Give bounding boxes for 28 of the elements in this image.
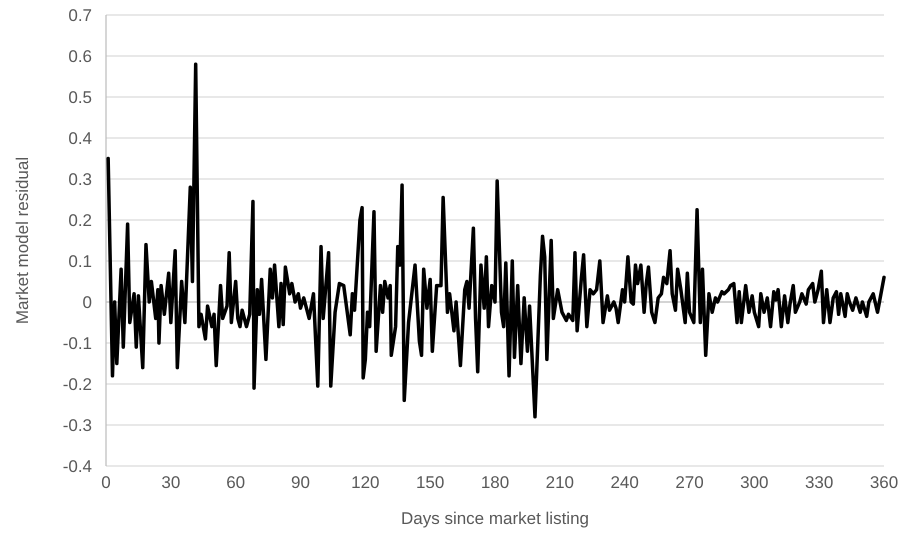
y-tick-label: 0.5: [68, 88, 92, 107]
y-tick-label: -0.3: [62, 416, 92, 435]
y-tick-label: -0.4: [62, 456, 92, 476]
x-tick-label: 90: [291, 473, 310, 492]
x-tick-label: 30: [161, 473, 180, 492]
x-tick-label: 360: [870, 473, 898, 492]
y-tick-label: 0: [82, 292, 92, 312]
x-tick-label: 180: [480, 473, 510, 492]
x-tick-label: 300: [740, 473, 769, 492]
x-tick-label: 240: [610, 473, 639, 492]
y-tick-label: 0.7: [68, 6, 92, 25]
x-tick-label: 120: [351, 473, 380, 492]
y-tick-label: 0.3: [68, 170, 92, 189]
y-tick-label: 0.6: [68, 46, 92, 66]
y-tick-label: -0.1: [62, 334, 92, 353]
x-tick-label: 60: [226, 473, 246, 492]
x-tick-label: 210: [546, 473, 574, 492]
y-tick-label: 0.4: [68, 128, 92, 148]
y-axis-title: Market model residual: [13, 156, 32, 324]
x-tick-label: 0: [101, 473, 111, 492]
line-series: [106, 62, 886, 419]
y-tick-label: -0.2: [62, 374, 92, 394]
y-tick-label: 0.2: [68, 210, 92, 230]
x-tick-label: 330: [804, 473, 834, 492]
x-tick-label: 150: [416, 473, 444, 492]
x-axis-title: Days since market listing: [400, 509, 590, 528]
x-tick-label: 270: [675, 473, 704, 492]
y-tick-label: 0.1: [68, 252, 92, 271]
